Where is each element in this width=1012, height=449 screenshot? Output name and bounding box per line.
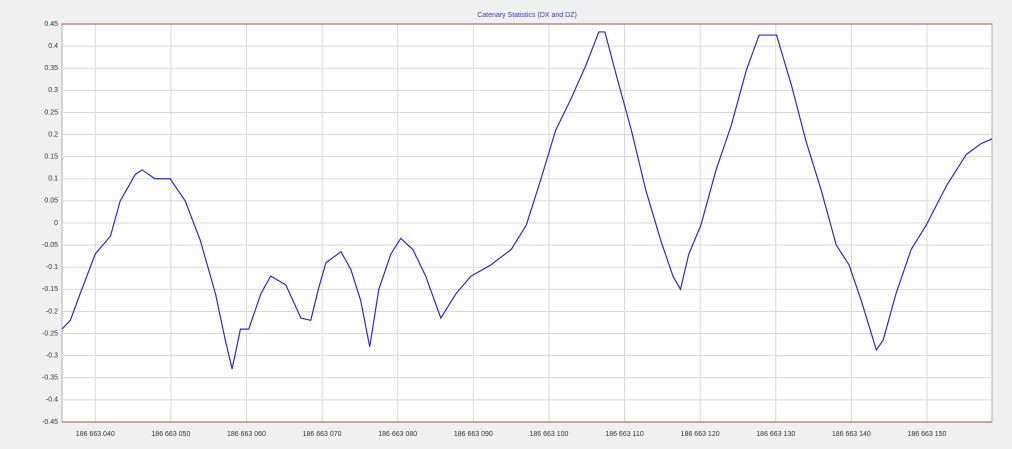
x-tick-label: 186 663 080 <box>378 431 417 438</box>
y-tick-label: -0.2 <box>46 308 58 315</box>
y-tick-label: -0.15 <box>42 286 58 293</box>
y-tick-label: 0.15 <box>44 154 58 161</box>
y-tick-label: 0.4 <box>48 43 58 50</box>
x-tick-label: 186 663 120 <box>681 431 720 438</box>
y-tick-label: -0.3 <box>46 353 58 360</box>
x-tick-label: 186 663 110 <box>605 431 644 438</box>
y-tick-label: -0.1 <box>46 264 58 271</box>
y-tick-label: 0.3 <box>48 87 58 94</box>
x-tick-label: 186 663 050 <box>151 431 190 438</box>
y-tick-label: -0.45 <box>42 419 58 426</box>
y-tick-label: 0.35 <box>44 65 58 72</box>
y-tick-label: -0.25 <box>42 330 58 337</box>
x-tick-label: 186 663 150 <box>908 431 947 438</box>
x-tick-label: 186 663 060 <box>227 431 266 438</box>
y-tick-label: 0.1 <box>48 176 58 183</box>
y-tick-label: 0.05 <box>44 198 58 205</box>
y-tick-label: 0.2 <box>48 131 58 138</box>
y-tick-label: -0.4 <box>46 397 58 404</box>
data-line <box>61 31 993 370</box>
x-tick-label: 186 663 070 <box>303 431 342 438</box>
y-tick-label: 0 <box>54 220 58 227</box>
y-tick-label: 0.45 <box>44 21 58 28</box>
x-tick-label: 186 663 040 <box>76 431 115 438</box>
chart-title: Catenary Statistics (DX and DZ) <box>477 12 577 19</box>
y-tick-label: -0.35 <box>42 375 58 382</box>
x-tick-label: 186 663 140 <box>832 431 871 438</box>
x-tick-label: 186 663 130 <box>756 431 795 438</box>
x-tick-label: 186 663 090 <box>454 431 493 438</box>
x-tick-label: 186 663 100 <box>529 431 568 438</box>
y-tick-label: 0.25 <box>44 109 58 116</box>
y-tick-label: -0.05 <box>42 242 58 249</box>
